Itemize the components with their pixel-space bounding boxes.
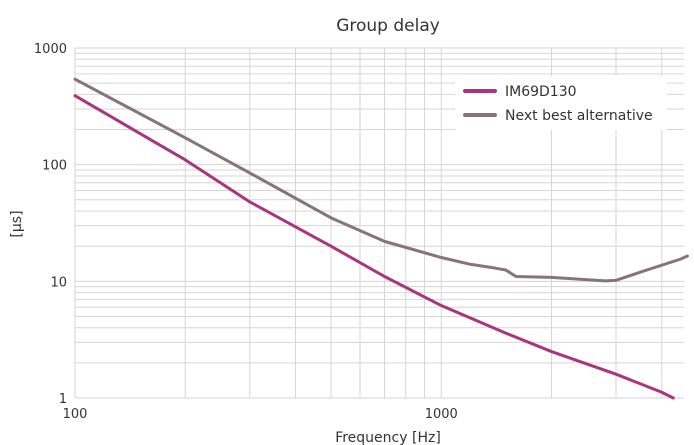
legend-label-im69d130: IM69D130 (505, 84, 577, 100)
y-tick-label: 1000 (34, 42, 67, 57)
series-line-alternative (73, 77, 689, 283)
y-tick-label: 100 (42, 159, 67, 174)
legend-label-alternative: Next best alternative (505, 108, 653, 124)
y-tick-label: 1 (59, 392, 67, 407)
x-tick-label: 100 (63, 407, 88, 422)
x-tick-label: 1000 (425, 407, 458, 422)
chart-title: Group delay (336, 16, 440, 36)
tick-layer: 100 1000 1 10 100 1000 (34, 42, 458, 422)
series-layer (73, 77, 689, 400)
legend: IM69D130 Next best alternative (455, 76, 667, 130)
series-line-im69d130 (73, 94, 675, 400)
y-tick-label: 10 (50, 275, 67, 290)
legend-background (455, 76, 667, 130)
x-axis-title: Frequency [Hz] (335, 430, 441, 445)
y-axis-title: [µs] (9, 210, 25, 237)
